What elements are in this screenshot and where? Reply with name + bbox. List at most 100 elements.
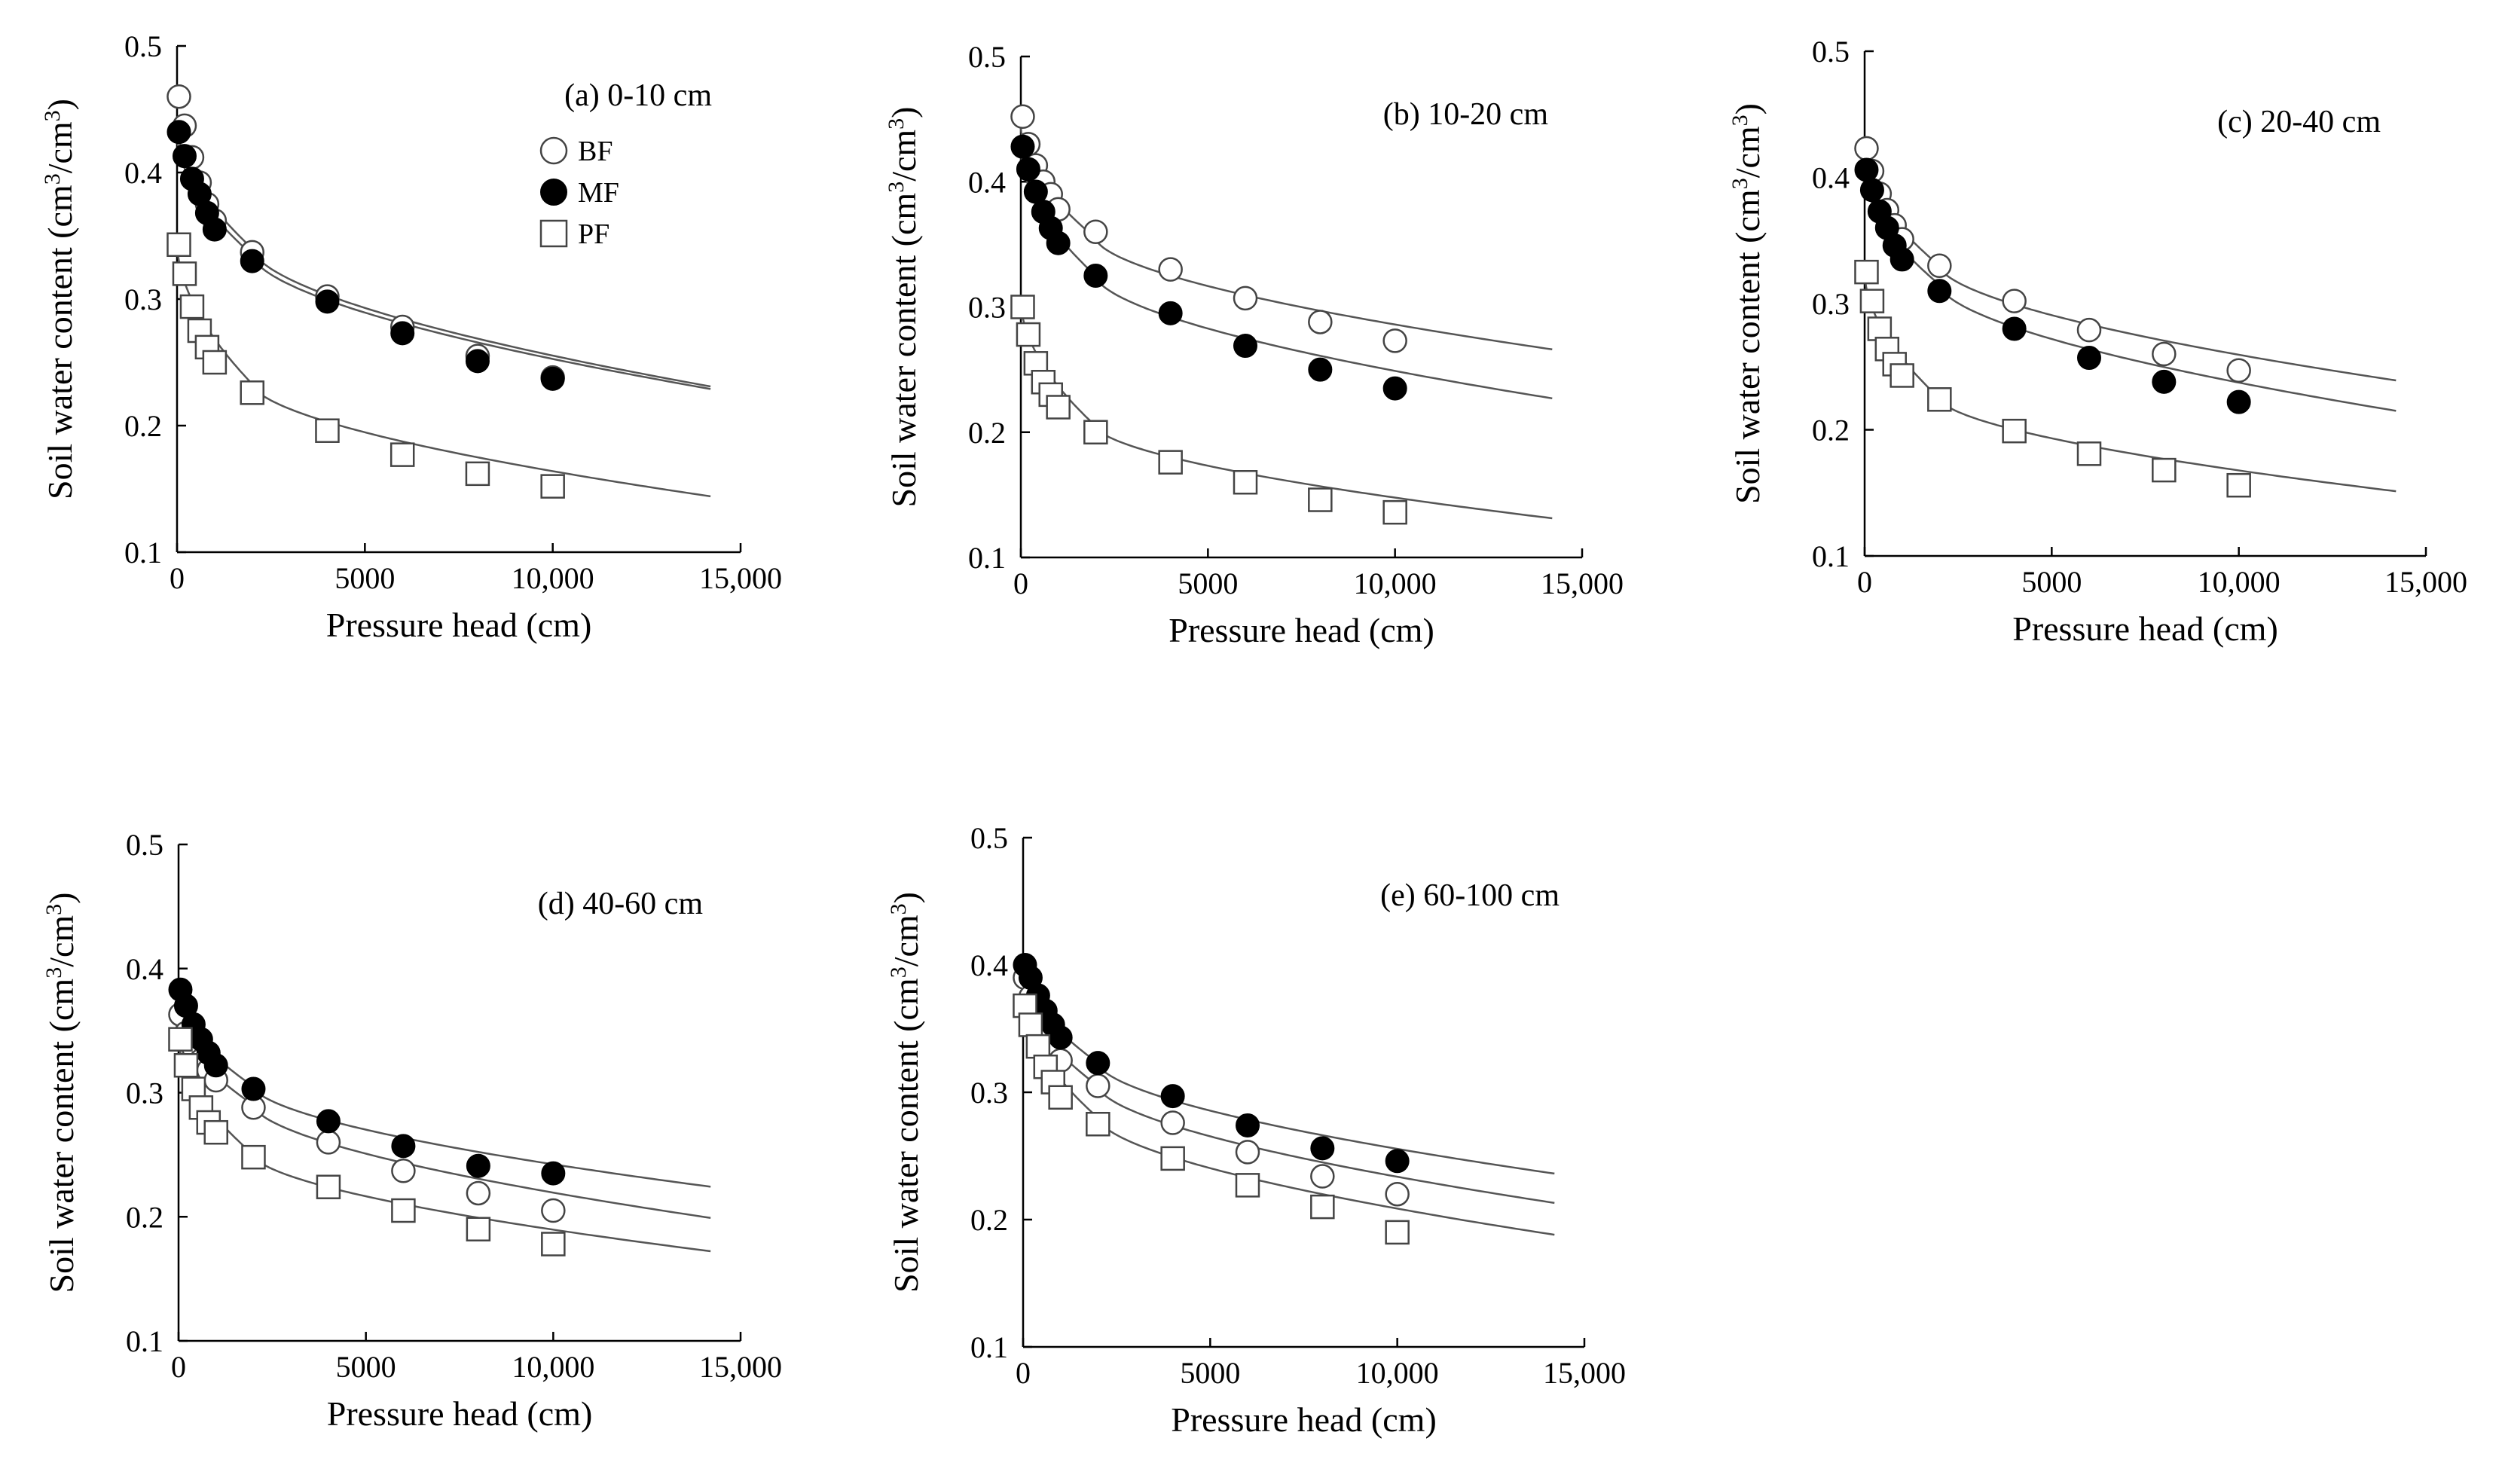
x-tick-label: 10,000 <box>2198 565 2281 599</box>
data-point-pf <box>1010 295 1035 319</box>
data-point-mf <box>1158 301 1183 325</box>
x-tick-label: 5000 <box>335 561 395 595</box>
data-point-mf <box>390 321 415 346</box>
x-axis-title: Pressure head (cm) <box>1169 611 1434 649</box>
legend-marker-bf <box>539 136 568 165</box>
data-point-mf <box>1889 247 1914 272</box>
panel-label: (e) 60-100 cm <box>1380 878 1560 913</box>
data-point-pf <box>1889 363 1914 388</box>
y-tick-label: 0.4 <box>1812 161 1850 195</box>
data-point-pf <box>391 1198 416 1223</box>
y-tick-label: 0.3 <box>126 1076 163 1110</box>
x-tick-label: 15,000 <box>699 561 782 595</box>
data-point-bf <box>1233 286 1258 311</box>
y-tick-label: 0.3 <box>124 282 162 316</box>
data-point-mf <box>2152 369 2177 394</box>
panel-4: 0.1 0.2 0.3 0.4 0.5 0 5000 10,000 15,000 Pressure… <box>886 821 1626 1439</box>
y-tick-label: 0.4 <box>126 952 163 986</box>
data-point-pf <box>1160 1146 1185 1171</box>
data-point-pf <box>1083 420 1108 444</box>
data-point-pf <box>2226 472 2251 498</box>
data-point-bf <box>1235 1140 1260 1165</box>
data-point-mf <box>2226 389 2251 414</box>
legend-marker-pf <box>539 219 568 248</box>
fit-curve-pf <box>176 242 711 498</box>
y-tick-label: 0.3 <box>970 1076 1008 1110</box>
data-point-mf <box>1010 134 1035 159</box>
data-point-mf <box>166 120 191 145</box>
y-axis-title: Soil water content (cm3/cm3) <box>886 892 925 1293</box>
data-point-pf <box>1046 395 1071 420</box>
data-point-mf <box>1083 263 1108 288</box>
data-point-pf <box>2002 418 2027 444</box>
data-point-bf <box>2076 317 2102 343</box>
data-point-mf <box>1160 1084 1185 1109</box>
data-point-mf <box>1308 357 1333 382</box>
y-tick-label: 0.1 <box>1812 539 1850 573</box>
x-tick-label: 5000 <box>1178 566 1238 600</box>
data-point-bf <box>1310 1164 1335 1189</box>
y-axis-title: Soil water content (cm3/cm3) <box>1728 103 1767 504</box>
data-point-bf <box>2226 358 2251 383</box>
data-point-bf <box>1083 219 1108 244</box>
y-tick-label: 0.2 <box>126 1200 163 1234</box>
data-point-mf <box>1233 334 1257 359</box>
x-tick-label: 15,000 <box>2384 565 2467 599</box>
data-point-pf <box>390 442 415 467</box>
y-tick-label: 0.1 <box>124 536 162 569</box>
y-tick-label: 0.4 <box>124 156 162 190</box>
data-point-mf <box>1859 178 1884 203</box>
data-point-pf <box>1927 387 1952 412</box>
data-point-bf <box>466 1180 491 1206</box>
x-tick-label: 10,000 <box>1356 1356 1439 1390</box>
panel-label: (c) 20-40 cm <box>2217 105 2381 139</box>
legend-label-bf: BF <box>578 136 613 167</box>
data-point-bf <box>541 1198 566 1223</box>
y-tick-label: 0.4 <box>970 948 1008 982</box>
legend-label-pf: PF <box>578 218 609 250</box>
y-axis-title: Soil water content (cm3/cm3) <box>41 892 81 1293</box>
x-tick-label: 5000 <box>336 1350 396 1384</box>
data-point-mf <box>466 1153 490 1178</box>
y-tick-label: 0.1 <box>970 1330 1008 1364</box>
y-tick-label: 0.5 <box>970 821 1008 855</box>
data-point-mf <box>1086 1051 1110 1076</box>
data-point-mf <box>1236 1113 1260 1137</box>
data-point-pf <box>1382 499 1407 525</box>
data-point-pf <box>2152 457 2177 483</box>
data-point-pf <box>166 232 191 258</box>
y-tick-label: 0.5 <box>968 40 1006 74</box>
y-tick-label: 0.3 <box>968 291 1006 325</box>
fit-curve-pf <box>177 1037 711 1253</box>
data-point-bf <box>1086 1073 1110 1098</box>
data-point-mf <box>391 1134 416 1159</box>
data-point-mf <box>241 1076 266 1101</box>
data-point-pf <box>1308 487 1333 512</box>
x-tick-label: 0 <box>170 561 185 595</box>
data-point-mf <box>1382 376 1407 401</box>
data-point-pf <box>540 474 565 499</box>
data-point-pf <box>315 418 340 443</box>
y-tick-label: 0.4 <box>968 165 1006 199</box>
panel-1: 0.1 0.2 0.3 0.4 0.5 0 5000 10,000 15,000 Pressure… <box>884 40 1624 649</box>
data-point-bf <box>1160 1110 1185 1135</box>
y-tick-label: 0.5 <box>1812 35 1850 69</box>
data-point-mf <box>2077 346 2101 371</box>
data-point-bf <box>1854 136 1879 161</box>
data-point-mf <box>465 349 490 374</box>
panel-0: 0.1 0.2 0.3 0.4 0.5 0 5000 10,000 15,000 Pressure… <box>40 29 782 644</box>
x-tick-label: 15,000 <box>699 1350 782 1384</box>
data-point-mf <box>1016 157 1040 182</box>
panel-label: (b) 10-20 cm <box>1383 97 1549 132</box>
data-point-bf <box>166 84 191 109</box>
data-point-pf <box>173 1053 199 1078</box>
data-point-bf <box>1382 328 1407 353</box>
y-tick-label: 0.2 <box>970 1203 1008 1237</box>
x-tick-label: 10,000 <box>512 561 594 595</box>
data-point-pf <box>466 1217 491 1241</box>
data-point-bf <box>316 1130 341 1155</box>
y-tick-label: 0.1 <box>126 1324 163 1358</box>
data-point-mf <box>172 144 197 169</box>
data-point-mf <box>2002 316 2027 341</box>
